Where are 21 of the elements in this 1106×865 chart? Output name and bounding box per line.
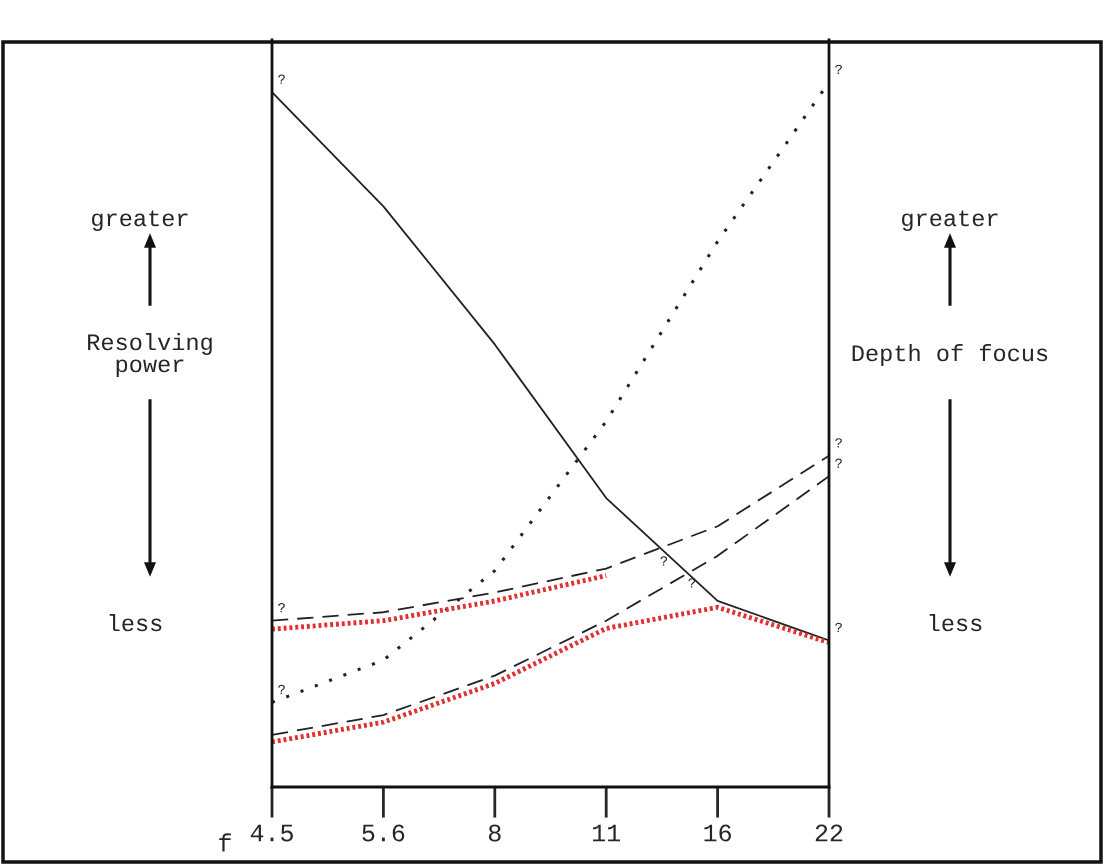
x-tick-label: 5.6: [362, 824, 405, 842]
x-tick-label: 16: [704, 824, 731, 842]
text: greater: [902, 210, 998, 231]
x-tick-label: 11: [593, 824, 620, 842]
text: greater: [92, 210, 188, 231]
x-tick-label: 22: [815, 824, 843, 842]
annotation: ?: [278, 603, 285, 613]
y-axis-title: Resolving power: [88, 332, 212, 378]
annotation: ?: [835, 622, 842, 633]
annotation: ?: [835, 64, 842, 74]
x-axis-title: f: [219, 833, 231, 852]
annotation: ?: [835, 458, 842, 468]
y2-axis-title: Depth of focus: [852, 344, 1048, 367]
annotation: ?: [660, 556, 668, 566]
text: less: [929, 613, 982, 632]
annotation: ?: [278, 684, 285, 695]
x-tick-label: 8: [488, 824, 501, 842]
annotation: ?: [835, 438, 842, 448]
x-tick-label: 4.5: [250, 824, 293, 842]
text: less: [109, 613, 162, 632]
annotation: ?: [278, 74, 285, 84]
